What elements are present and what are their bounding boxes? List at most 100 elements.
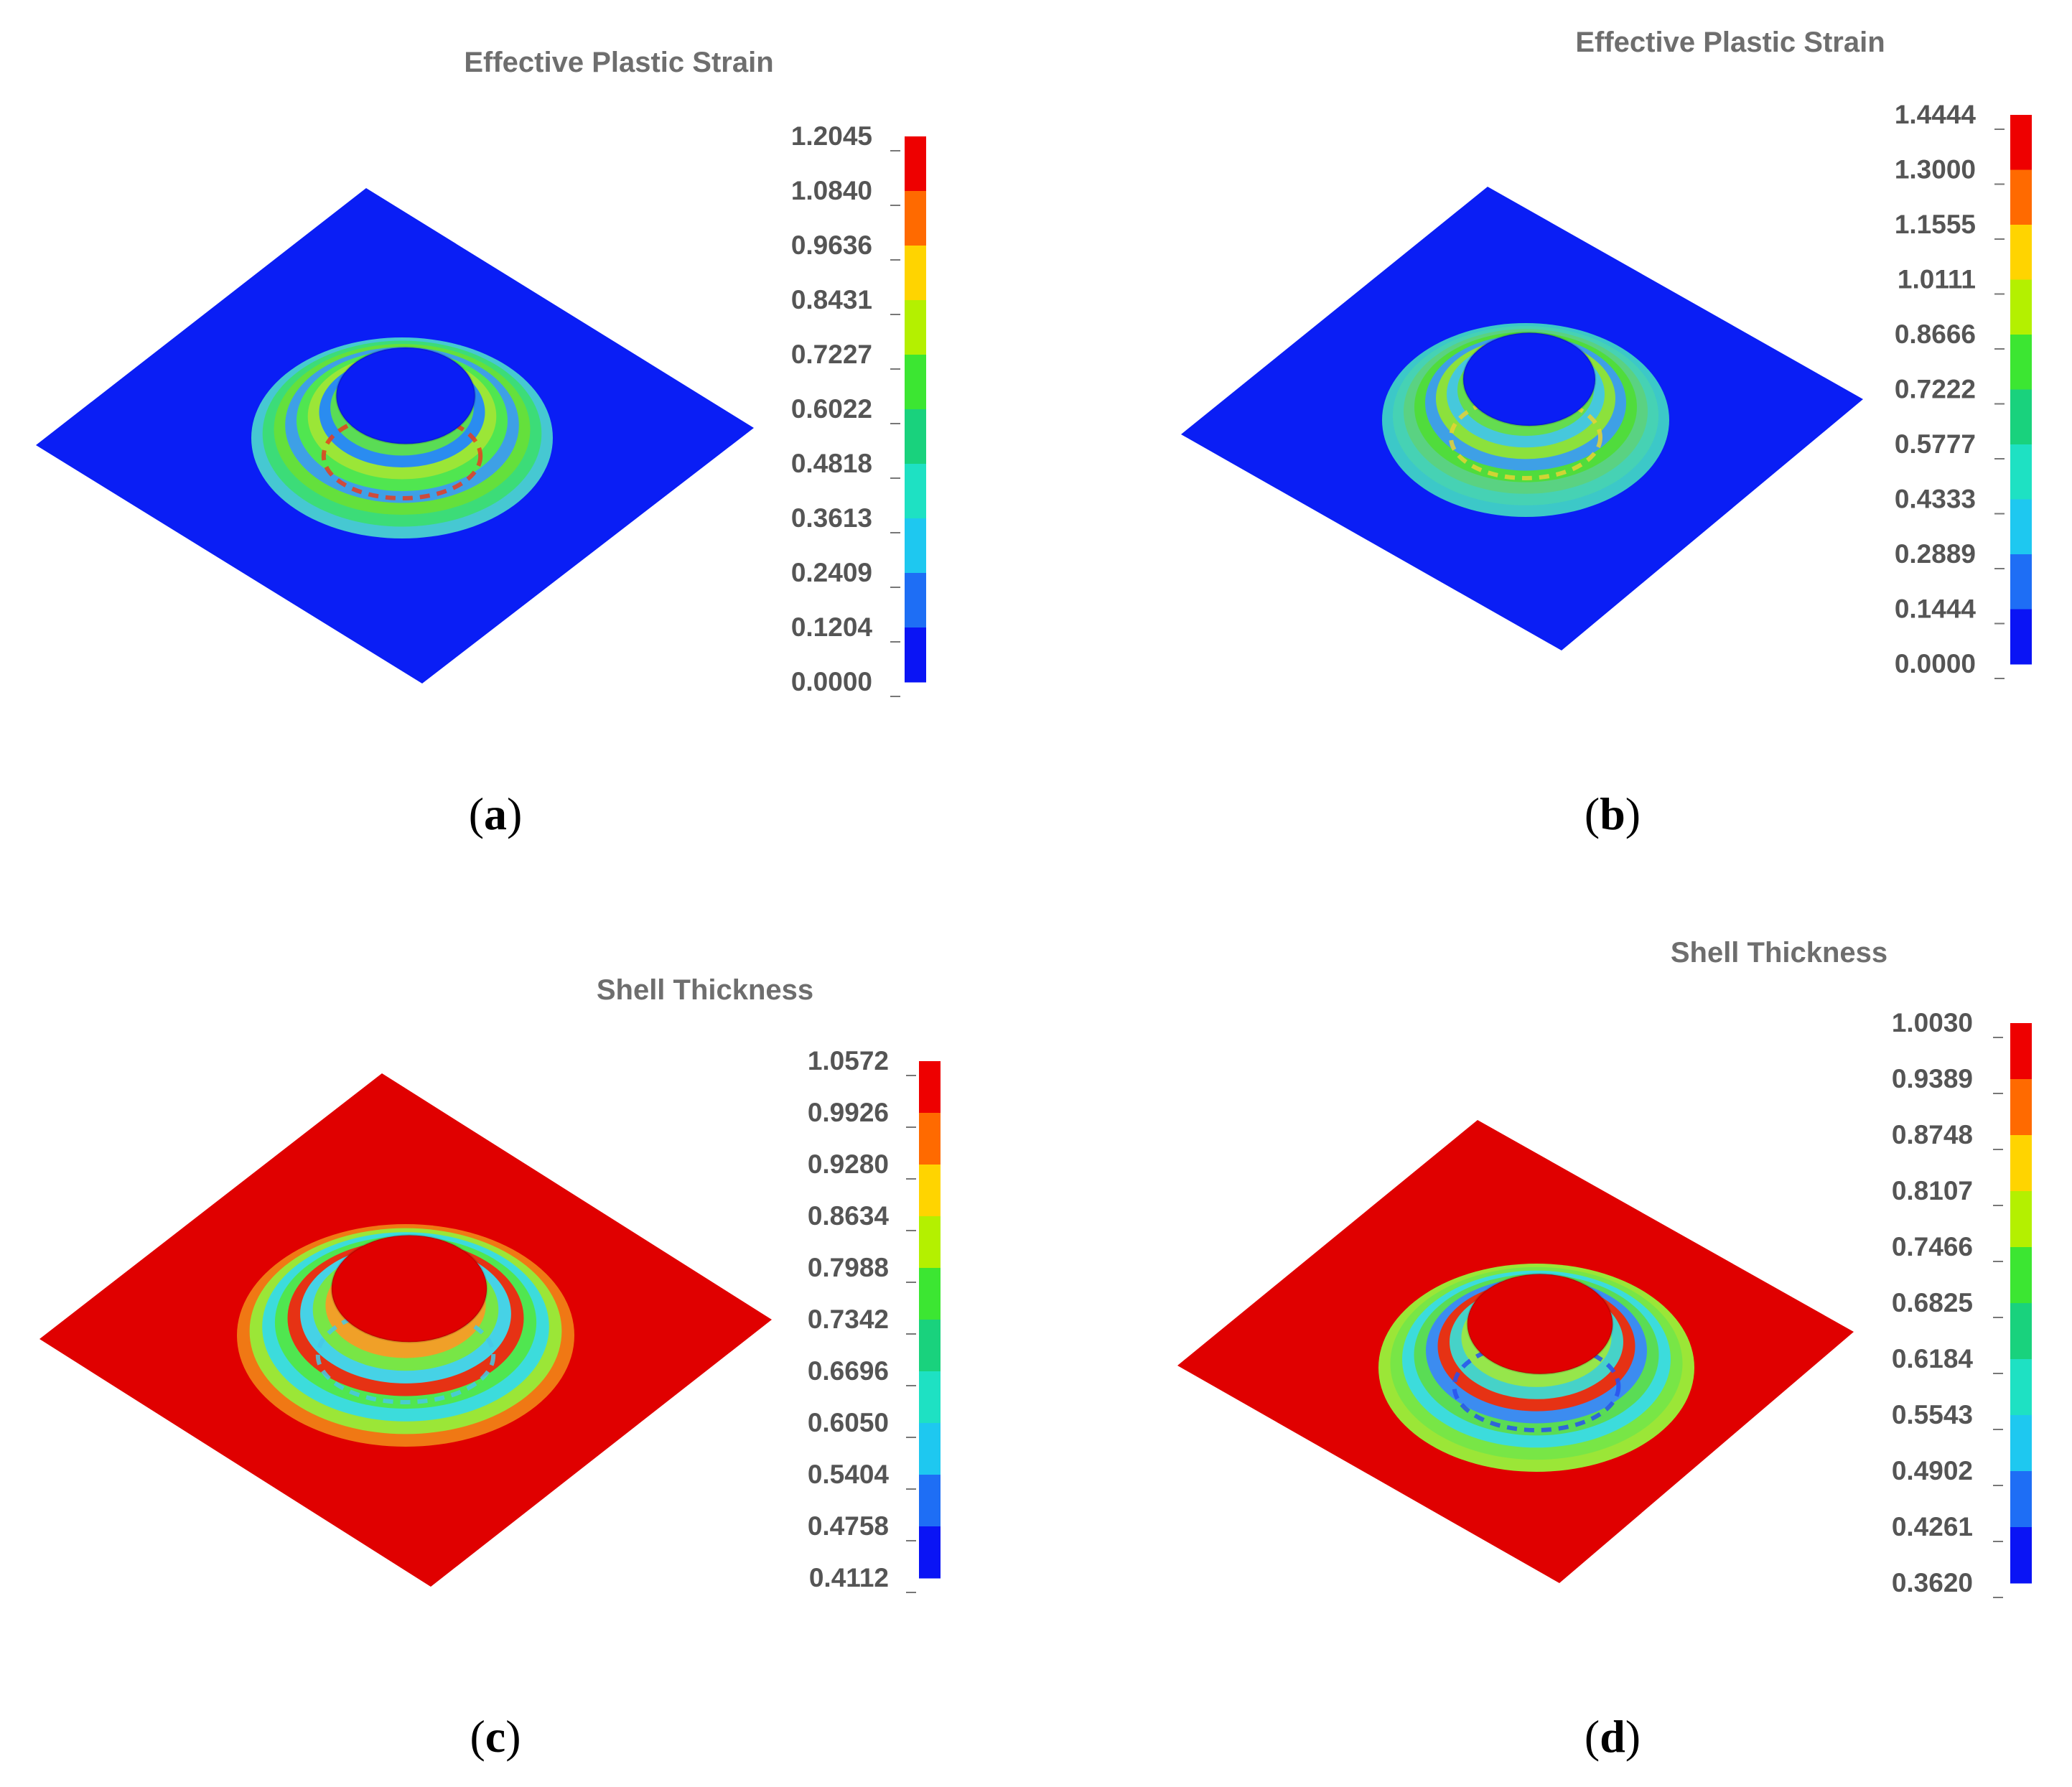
colorbar-label-d-8: 0.4902 bbox=[1892, 1456, 1973, 1485]
colorbar-label-a-3: 0.8431 bbox=[791, 285, 872, 314]
center-dome-d bbox=[1466, 1273, 1614, 1376]
colorbar-segment-d-7 bbox=[2010, 1415, 2032, 1472]
panel-a-title: Effective Plastic Strain bbox=[464, 47, 773, 78]
colorbar-segment-b-6 bbox=[2010, 444, 2032, 500]
panel-c: Shell Thickness 1.0572 0.9926 0.9280 0.8634… bbox=[39, 974, 941, 1762]
colorbar-label-b-6: 0.5777 bbox=[1895, 429, 1976, 459]
colorbar-segment-d-2 bbox=[2010, 1135, 2032, 1192]
colorbar-segment-a-2 bbox=[905, 246, 926, 301]
panel-b-title: Effective Plastic Strain bbox=[1575, 27, 1885, 58]
colorbar-label-c-10: 0.4112 bbox=[809, 1563, 889, 1592]
colorbar-label-b-3: 1.0111 bbox=[1898, 265, 1976, 294]
panel-c-title: Shell Thickness bbox=[597, 974, 813, 1006]
panel-b: Effective Plastic Strain 1.4444 1.3000 1.1… bbox=[1181, 27, 2032, 839]
colorbar-label-a-2: 0.9636 bbox=[791, 230, 872, 260]
colorbar-label-c-7: 0.6050 bbox=[808, 1408, 889, 1437]
colorbar-label-a-5: 0.6022 bbox=[791, 394, 872, 424]
colorbar-label-d-4: 0.7466 bbox=[1892, 1232, 1973, 1261]
colorbar-segment-c-6 bbox=[919, 1371, 941, 1424]
colorbar-label-b-7: 0.4333 bbox=[1895, 485, 1976, 514]
colorbar-label-d-10: 0.3620 bbox=[1892, 1568, 1973, 1597]
center-dome-c bbox=[330, 1234, 488, 1343]
colorbar-segment-d-5 bbox=[2010, 1303, 2032, 1360]
colorbar-segment-c-3 bbox=[919, 1216, 941, 1269]
colorbar-segment-a-5 bbox=[905, 409, 926, 465]
accent-band-c bbox=[315, 1306, 496, 1405]
colorbar-segment-c-7 bbox=[919, 1423, 941, 1475]
colorbar-label-b-4: 0.8666 bbox=[1895, 319, 1976, 349]
colorbar-segment-c-1 bbox=[919, 1113, 941, 1165]
colorbar-label-d-5: 0.6825 bbox=[1892, 1288, 1973, 1317]
colorbar-label-b-0: 1.4444 bbox=[1895, 100, 1977, 129]
colorbar-segment-a-1 bbox=[905, 191, 926, 246]
colorbar-segment-a-8 bbox=[905, 573, 926, 628]
colorbar-label-d-1: 0.9389 bbox=[1892, 1064, 1973, 1093]
colorbar-label-b-5: 0.7222 bbox=[1895, 375, 1976, 404]
panel-d-title: Shell Thickness bbox=[1671, 937, 1887, 969]
colorbar-segment-c-0 bbox=[919, 1061, 941, 1114]
colorbar-segment-c-9 bbox=[919, 1526, 941, 1579]
colorbar-label-a-7: 0.3613 bbox=[791, 503, 872, 533]
colorbar-label-a-1: 1.0840 bbox=[791, 176, 872, 205]
colorbar-segment-d-4 bbox=[2010, 1247, 2032, 1304]
colorbar-segment-a-7 bbox=[905, 518, 926, 574]
center-dome-a bbox=[335, 346, 477, 445]
colorbar-segment-b-1 bbox=[2010, 169, 2032, 225]
panel-d-colorbar: 1.0030 0.9389 0.8748 0.8107 0.7466 0.6825 0.61… bbox=[1892, 1008, 2032, 1598]
colorbar-label-c-0: 1.0572 bbox=[808, 1046, 889, 1076]
colorbar-label-d-9: 0.4261 bbox=[1892, 1512, 1973, 1541]
panel-d-plate bbox=[1177, 1120, 1854, 1583]
colorbar-segment-b-4 bbox=[2010, 335, 2032, 390]
colorbar-label-c-1: 0.9926 bbox=[808, 1098, 889, 1127]
colorbar-label-a-0: 1.2045 bbox=[791, 121, 872, 151]
colorbar-label-a-10: 0.0000 bbox=[791, 667, 872, 696]
colorbar-label-b-9: 0.1444 bbox=[1895, 594, 1977, 624]
colorbar-segment-a-0 bbox=[905, 136, 926, 192]
colorbar-label-c-3: 0.8634 bbox=[808, 1201, 890, 1231]
panel-c-plate bbox=[39, 1073, 772, 1587]
colorbar-segment-b-7 bbox=[2010, 499, 2032, 555]
colorbar-label-b-1: 1.3000 bbox=[1895, 155, 1976, 185]
colorbar-segment-d-0 bbox=[2010, 1023, 2032, 1080]
colorbar-label-b-8: 0.2889 bbox=[1895, 539, 1976, 569]
colorbar-segment-c-4 bbox=[919, 1268, 941, 1320]
panel-a-plate bbox=[36, 188, 754, 683]
center-dome-b bbox=[1462, 332, 1597, 427]
panel-a-caption: (a) bbox=[469, 788, 523, 839]
colorbar-segment-b-5 bbox=[2010, 389, 2032, 445]
colorbar-label-a-6: 0.4818 bbox=[791, 449, 872, 478]
panel-b-plate bbox=[1181, 187, 1863, 650]
colorbar-label-d-7: 0.5543 bbox=[1892, 1400, 1973, 1429]
colorbar-segment-d-8 bbox=[2010, 1471, 2032, 1528]
colorbar-label-a-9: 0.1204 bbox=[791, 612, 873, 642]
panel-c-colorbar: 1.0572 0.9926 0.9280 0.8634 0.7988 0.7342 0.66… bbox=[808, 1046, 941, 1593]
colorbar-segment-b-8 bbox=[2010, 554, 2032, 610]
colorbar-label-d-6: 0.6184 bbox=[1892, 1344, 1974, 1373]
colorbar-label-a-8: 0.2409 bbox=[791, 558, 872, 587]
colorbar-segment-d-9 bbox=[2010, 1527, 2032, 1584]
panel-a-colorbar: 1.2045 1.0840 0.9636 0.8431 0.7227 0.6022 0.48… bbox=[791, 121, 926, 697]
colorbar-label-b-10: 0.0000 bbox=[1895, 649, 1976, 678]
colorbar-segment-c-5 bbox=[919, 1320, 941, 1372]
colorbar-segment-a-9 bbox=[905, 627, 926, 683]
colorbar-segment-d-1 bbox=[2010, 1079, 2032, 1136]
panel-b-colorbar: 1.4444 1.3000 1.1555 1.0111 0.8666 0.7222 0.57… bbox=[1895, 100, 2032, 679]
accent-band-d bbox=[1452, 1340, 1621, 1432]
panel-a: Effective Plastic Strain 1.2045 1.0840 0.9… bbox=[36, 47, 926, 839]
panel-d: Shell Thickness 1.0030 0.9389 0.8748 0.8107… bbox=[1177, 937, 2032, 1762]
colorbar-label-d-2: 0.8748 bbox=[1892, 1120, 1973, 1149]
colorbar-segment-a-3 bbox=[905, 300, 926, 355]
colorbar-label-c-9: 0.4758 bbox=[808, 1511, 889, 1541]
colorbar-segment-c-8 bbox=[919, 1475, 941, 1527]
colorbar-segment-a-6 bbox=[905, 464, 926, 519]
panel-c-caption: (c) bbox=[470, 1711, 521, 1762]
colorbar-label-c-8: 0.5404 bbox=[808, 1460, 890, 1489]
colorbar-segment-b-0 bbox=[2010, 115, 2032, 170]
accent-band-a bbox=[321, 411, 483, 501]
colorbar-label-c-5: 0.7342 bbox=[808, 1305, 889, 1334]
colorbar-segment-d-6 bbox=[2010, 1359, 2032, 1416]
colorbar-label-a-4: 0.7227 bbox=[791, 340, 872, 369]
colorbar-segment-c-2 bbox=[919, 1165, 941, 1217]
colorbar-label-c-4: 0.7988 bbox=[808, 1253, 889, 1282]
